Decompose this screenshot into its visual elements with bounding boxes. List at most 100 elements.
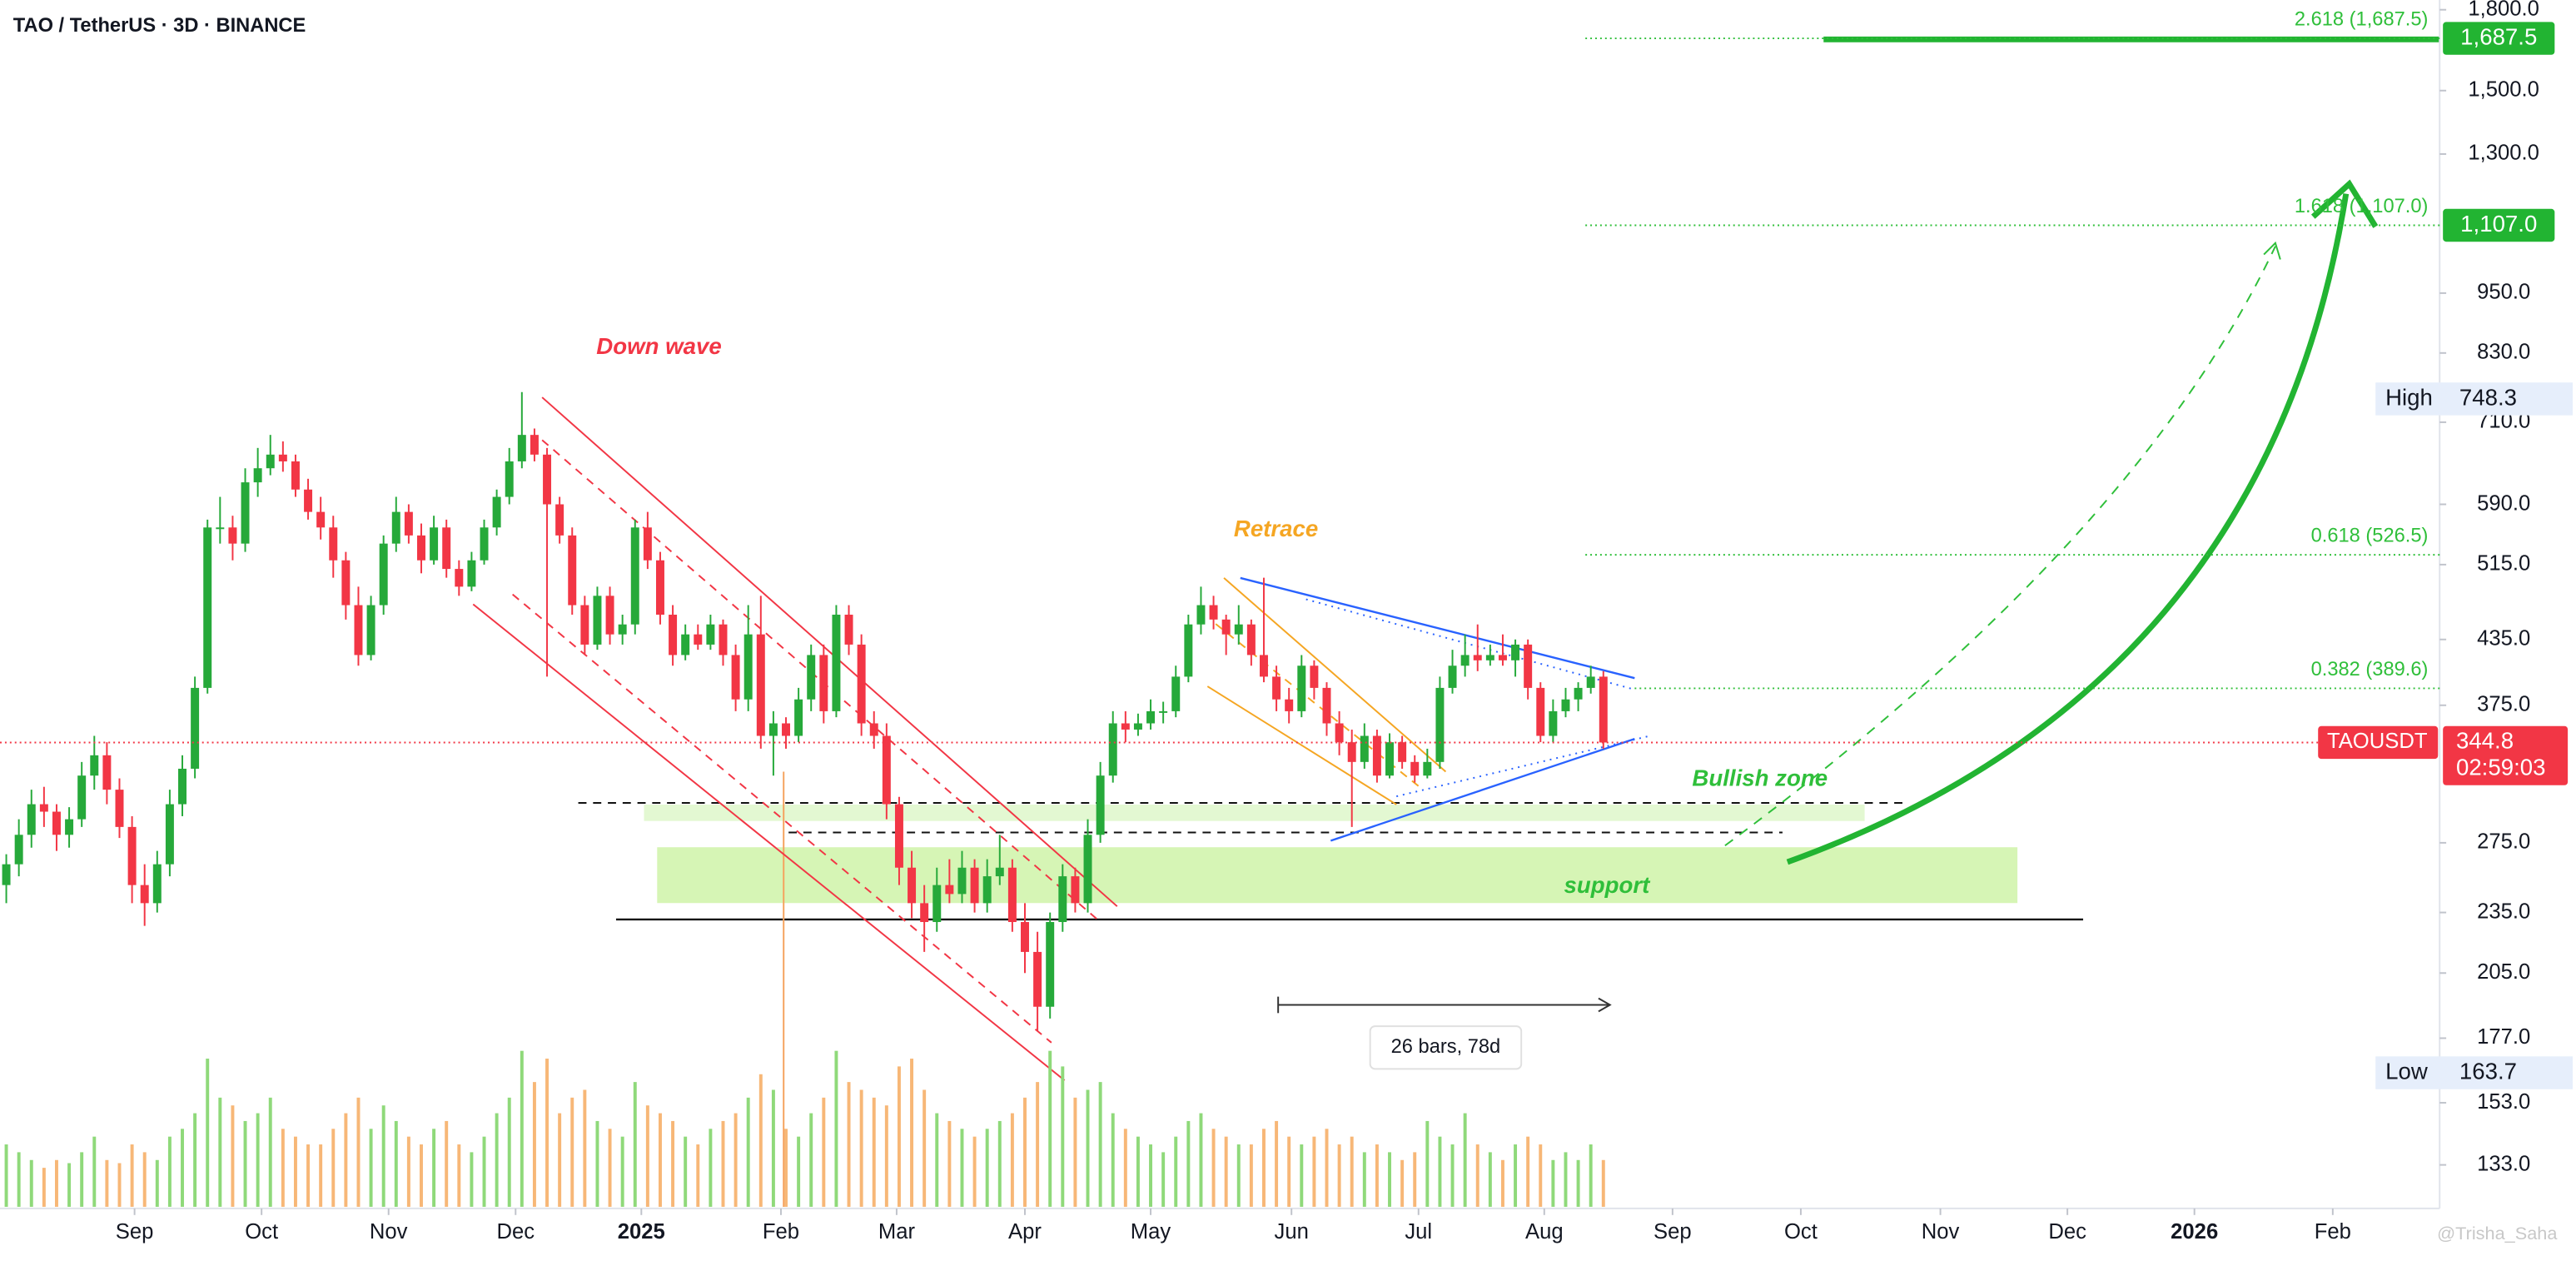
volume-bar [1061,1066,1065,1207]
volume-bar [1463,1113,1467,1207]
candle-body [1108,723,1117,776]
volume-bar [1287,1136,1291,1207]
candle-body [945,885,954,895]
y-tick-label: 1,800.0 [2468,0,2539,20]
candle-body [354,605,363,655]
low-badge [2375,1056,2574,1089]
candle-body [580,605,589,645]
volume-bar [558,1113,562,1207]
y-tick-label: 177.0 [2477,1025,2530,1049]
volume-bar [155,1159,159,1207]
volume-bar [381,1105,385,1207]
candle-body [1246,624,1256,655]
candle-body [1385,742,1395,776]
candle-body [430,527,439,561]
price-badge [2443,22,2555,55]
candle-body [530,435,539,455]
candle-body [844,615,853,645]
candle-body [1007,867,1017,923]
candle-body [304,489,313,512]
volume-bar [809,1113,813,1207]
volume-bar [1500,1159,1504,1207]
volume-bar [167,1136,172,1207]
price-badge-label: 1,107.0 [2460,211,2537,237]
x-tick-label: Aug [1525,1220,1564,1244]
volume-bar [947,1120,952,1207]
x-tick-label: Feb [763,1220,799,1244]
volume-bar [1350,1136,1354,1207]
volume-bar [520,1050,524,1207]
candle-body [1473,655,1482,660]
volume-bar [243,1120,247,1207]
volume-bar [859,1089,863,1207]
candle-body [505,461,514,497]
volume-bar [797,1136,801,1207]
volume-bar [406,1136,410,1207]
volume-bar [734,1113,738,1207]
volume-bar [1564,1152,1568,1207]
candle-body [1285,699,1294,711]
candle-body [1360,735,1369,762]
y-tick-label: 830.0 [2477,341,2530,364]
candle-body [65,819,74,835]
volume-bar [1123,1129,1127,1207]
candle-body [115,790,124,827]
measure-box [1369,1025,1523,1070]
candle-body [152,864,162,904]
volume-bar [847,1082,851,1207]
last-price-label: 344.8 [2456,728,2514,754]
y-tick-label: 435.0 [2477,627,2530,650]
volume-bar [331,1129,336,1207]
candle-body [882,735,891,805]
volume-bar [1262,1129,1266,1207]
candle-body [593,596,602,645]
candle-body [655,560,664,616]
volume-bar [394,1120,398,1207]
volume-bar [595,1120,599,1207]
volume-bar [67,1163,72,1207]
volume-bar [1098,1082,1102,1207]
volume-bar [633,1082,637,1207]
candle-body [1272,676,1281,700]
volume-bar [583,1089,587,1207]
measure-label: 26 bars, 78d [1391,1036,1501,1058]
y-tick-label: 153.0 [2477,1090,2530,1114]
volume-bar [281,1129,285,1207]
candle-body [1221,619,1231,635]
volume-bar [181,1129,184,1207]
candle-body [291,461,300,490]
support-zone [657,847,2018,904]
x-tick-label: Oct [1784,1220,1818,1244]
candle-body [102,755,112,790]
volume-bar [1275,1120,1279,1207]
volume-bar [721,1120,725,1207]
candle-body [1372,735,1381,776]
y-tick-label: 205.0 [2477,960,2530,984]
candle-body [2,864,11,885]
candle-body [316,511,326,528]
volume-bar [1236,1144,1241,1207]
candle-body [768,723,778,736]
candle-body [1549,710,1558,736]
candle-body [480,527,489,561]
volume-bar [922,1089,927,1207]
x-tick-label: Jul [1405,1220,1432,1244]
candle-body [630,527,639,625]
last-price-badge [2443,725,2569,785]
y-tick-label: 590.0 [2477,491,2530,515]
volume-bar [29,1159,33,1207]
candle-body [756,634,765,736]
low-label: Low [2385,1058,2428,1084]
projection-arrow [1786,193,2350,865]
volume-bar [1249,1144,1253,1207]
candle-body [1234,624,1243,635]
candle-body [1033,951,1042,1007]
volume-bar [1526,1136,1530,1207]
price-badge [2443,208,2555,242]
x-tick-label: May [1131,1220,1171,1244]
volume-bar [985,1129,989,1207]
candle-body [1511,644,1520,660]
candle-body [127,826,137,885]
x-tick-label: Nov [370,1220,408,1244]
